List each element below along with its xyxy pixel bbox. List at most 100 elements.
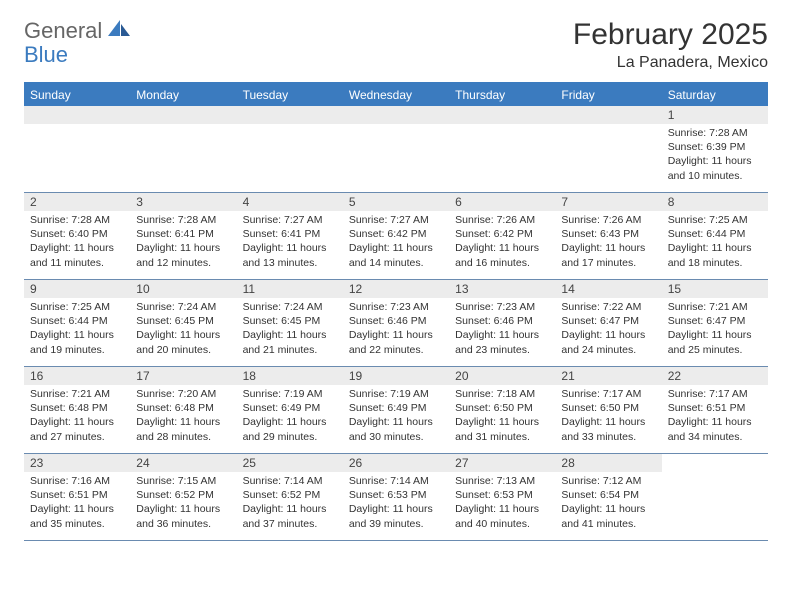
- logo: General: [24, 18, 134, 44]
- day-cell: [343, 106, 449, 192]
- day-number-bar-empty: [24, 106, 130, 124]
- day-cell: 25Sunrise: 7:14 AMSunset: 6:52 PMDayligh…: [237, 454, 343, 540]
- day-sunset: Sunset: 6:39 PM: [668, 140, 762, 154]
- day-cell: 18Sunrise: 7:19 AMSunset: 6:49 PMDayligh…: [237, 367, 343, 453]
- day-sunrise: Sunrise: 7:16 AM: [30, 474, 124, 488]
- day-number: 18: [237, 367, 343, 385]
- day-cell: 26Sunrise: 7:14 AMSunset: 6:53 PMDayligh…: [343, 454, 449, 540]
- day-cell: 15Sunrise: 7:21 AMSunset: 6:47 PMDayligh…: [662, 280, 768, 366]
- day-sunrise: Sunrise: 7:28 AM: [30, 213, 124, 227]
- day-day2: and 29 minutes.: [243, 430, 337, 444]
- day-sunset: Sunset: 6:50 PM: [561, 401, 655, 415]
- day-day2: and 39 minutes.: [349, 517, 443, 531]
- day-day2: and 41 minutes.: [561, 517, 655, 531]
- day-cell: 4Sunrise: 7:27 AMSunset: 6:41 PMDaylight…: [237, 193, 343, 279]
- day-day2: and 10 minutes.: [668, 169, 762, 183]
- day-number: 6: [449, 193, 555, 211]
- day-day1: Daylight: 11 hours: [561, 241, 655, 255]
- day-sunset: Sunset: 6:52 PM: [136, 488, 230, 502]
- day-day1: Daylight: 11 hours: [136, 241, 230, 255]
- day-day2: and 18 minutes.: [668, 256, 762, 270]
- day-details: Sunrise: 7:20 AMSunset: 6:48 PMDaylight:…: [130, 385, 236, 448]
- day-cell: 2Sunrise: 7:28 AMSunset: 6:40 PMDaylight…: [24, 193, 130, 279]
- day-number-bar-empty: [237, 106, 343, 124]
- day-sunrise: Sunrise: 7:25 AM: [668, 213, 762, 227]
- day-day2: and 25 minutes.: [668, 343, 762, 357]
- day-number: 8: [662, 193, 768, 211]
- day-sunset: Sunset: 6:53 PM: [349, 488, 443, 502]
- day-details: Sunrise: 7:25 AMSunset: 6:44 PMDaylight:…: [24, 298, 130, 361]
- logo-sail-icon: [106, 18, 132, 44]
- day-day1: Daylight: 11 hours: [455, 502, 549, 516]
- day-number: 28: [555, 454, 661, 472]
- day-sunset: Sunset: 6:48 PM: [30, 401, 124, 415]
- day-number: 20: [449, 367, 555, 385]
- day-sunset: Sunset: 6:43 PM: [561, 227, 655, 241]
- day-day1: Daylight: 11 hours: [136, 328, 230, 342]
- day-sunset: Sunset: 6:54 PM: [561, 488, 655, 502]
- day-cell: 21Sunrise: 7:17 AMSunset: 6:50 PMDayligh…: [555, 367, 661, 453]
- day-day2: and 24 minutes.: [561, 343, 655, 357]
- day-sunset: Sunset: 6:41 PM: [243, 227, 337, 241]
- day-day2: and 12 minutes.: [136, 256, 230, 270]
- day-details: Sunrise: 7:24 AMSunset: 6:45 PMDaylight:…: [237, 298, 343, 361]
- day-day1: Daylight: 11 hours: [136, 415, 230, 429]
- day-number: 9: [24, 280, 130, 298]
- day-number: 12: [343, 280, 449, 298]
- day-cell: 14Sunrise: 7:22 AMSunset: 6:47 PMDayligh…: [555, 280, 661, 366]
- day-details: Sunrise: 7:28 AMSunset: 6:41 PMDaylight:…: [130, 211, 236, 274]
- day-cell: [555, 106, 661, 192]
- day-sunset: Sunset: 6:51 PM: [30, 488, 124, 502]
- day-cell: [130, 106, 236, 192]
- day-sunset: Sunset: 6:53 PM: [455, 488, 549, 502]
- day-number: 22: [662, 367, 768, 385]
- day-details: Sunrise: 7:17 AMSunset: 6:51 PMDaylight:…: [662, 385, 768, 448]
- day-details: Sunrise: 7:21 AMSunset: 6:48 PMDaylight:…: [24, 385, 130, 448]
- day-details: Sunrise: 7:28 AMSunset: 6:39 PMDaylight:…: [662, 124, 768, 187]
- day-day2: and 36 minutes.: [136, 517, 230, 531]
- day-number: 3: [130, 193, 236, 211]
- day-sunrise: Sunrise: 7:15 AM: [136, 474, 230, 488]
- day-details: Sunrise: 7:22 AMSunset: 6:47 PMDaylight:…: [555, 298, 661, 361]
- day-sunset: Sunset: 6:49 PM: [243, 401, 337, 415]
- day-sunset: Sunset: 6:41 PM: [136, 227, 230, 241]
- day-number: 1: [662, 106, 768, 124]
- day-day1: Daylight: 11 hours: [561, 415, 655, 429]
- day-sunset: Sunset: 6:51 PM: [668, 401, 762, 415]
- day-details: Sunrise: 7:14 AMSunset: 6:52 PMDaylight:…: [237, 472, 343, 535]
- day-details: Sunrise: 7:15 AMSunset: 6:52 PMDaylight:…: [130, 472, 236, 535]
- day-day1: Daylight: 11 hours: [561, 502, 655, 516]
- day-cell: 12Sunrise: 7:23 AMSunset: 6:46 PMDayligh…: [343, 280, 449, 366]
- week-row: 9Sunrise: 7:25 AMSunset: 6:44 PMDaylight…: [24, 280, 768, 367]
- day-sunrise: Sunrise: 7:12 AM: [561, 474, 655, 488]
- day-day2: and 33 minutes.: [561, 430, 655, 444]
- weekday-header-row: Sunday Monday Tuesday Wednesday Thursday…: [24, 84, 768, 106]
- day-details: Sunrise: 7:23 AMSunset: 6:46 PMDaylight:…: [343, 298, 449, 361]
- day-details: Sunrise: 7:28 AMSunset: 6:40 PMDaylight:…: [24, 211, 130, 274]
- day-sunrise: Sunrise: 7:27 AM: [243, 213, 337, 227]
- day-day2: and 35 minutes.: [30, 517, 124, 531]
- day-details: Sunrise: 7:23 AMSunset: 6:46 PMDaylight:…: [449, 298, 555, 361]
- day-day1: Daylight: 11 hours: [668, 328, 762, 342]
- weeks-container: 1Sunrise: 7:28 AMSunset: 6:39 PMDaylight…: [24, 106, 768, 541]
- day-number: 2: [24, 193, 130, 211]
- weekday-tuesday: Tuesday: [237, 84, 343, 106]
- day-day2: and 40 minutes.: [455, 517, 549, 531]
- day-cell: [24, 106, 130, 192]
- day-sunrise: Sunrise: 7:28 AM: [136, 213, 230, 227]
- day-day1: Daylight: 11 hours: [349, 502, 443, 516]
- day-cell: 16Sunrise: 7:21 AMSunset: 6:48 PMDayligh…: [24, 367, 130, 453]
- day-number: 16: [24, 367, 130, 385]
- day-details: Sunrise: 7:27 AMSunset: 6:41 PMDaylight:…: [237, 211, 343, 274]
- day-day2: and 16 minutes.: [455, 256, 549, 270]
- day-sunset: Sunset: 6:49 PM: [349, 401, 443, 415]
- day-cell: 22Sunrise: 7:17 AMSunset: 6:51 PMDayligh…: [662, 367, 768, 453]
- day-cell: 10Sunrise: 7:24 AMSunset: 6:45 PMDayligh…: [130, 280, 236, 366]
- day-day2: and 13 minutes.: [243, 256, 337, 270]
- day-details: Sunrise: 7:16 AMSunset: 6:51 PMDaylight:…: [24, 472, 130, 535]
- day-day2: and 20 minutes.: [136, 343, 230, 357]
- day-cell: 5Sunrise: 7:27 AMSunset: 6:42 PMDaylight…: [343, 193, 449, 279]
- day-day1: Daylight: 11 hours: [243, 502, 337, 516]
- day-details: Sunrise: 7:24 AMSunset: 6:45 PMDaylight:…: [130, 298, 236, 361]
- day-details: Sunrise: 7:18 AMSunset: 6:50 PMDaylight:…: [449, 385, 555, 448]
